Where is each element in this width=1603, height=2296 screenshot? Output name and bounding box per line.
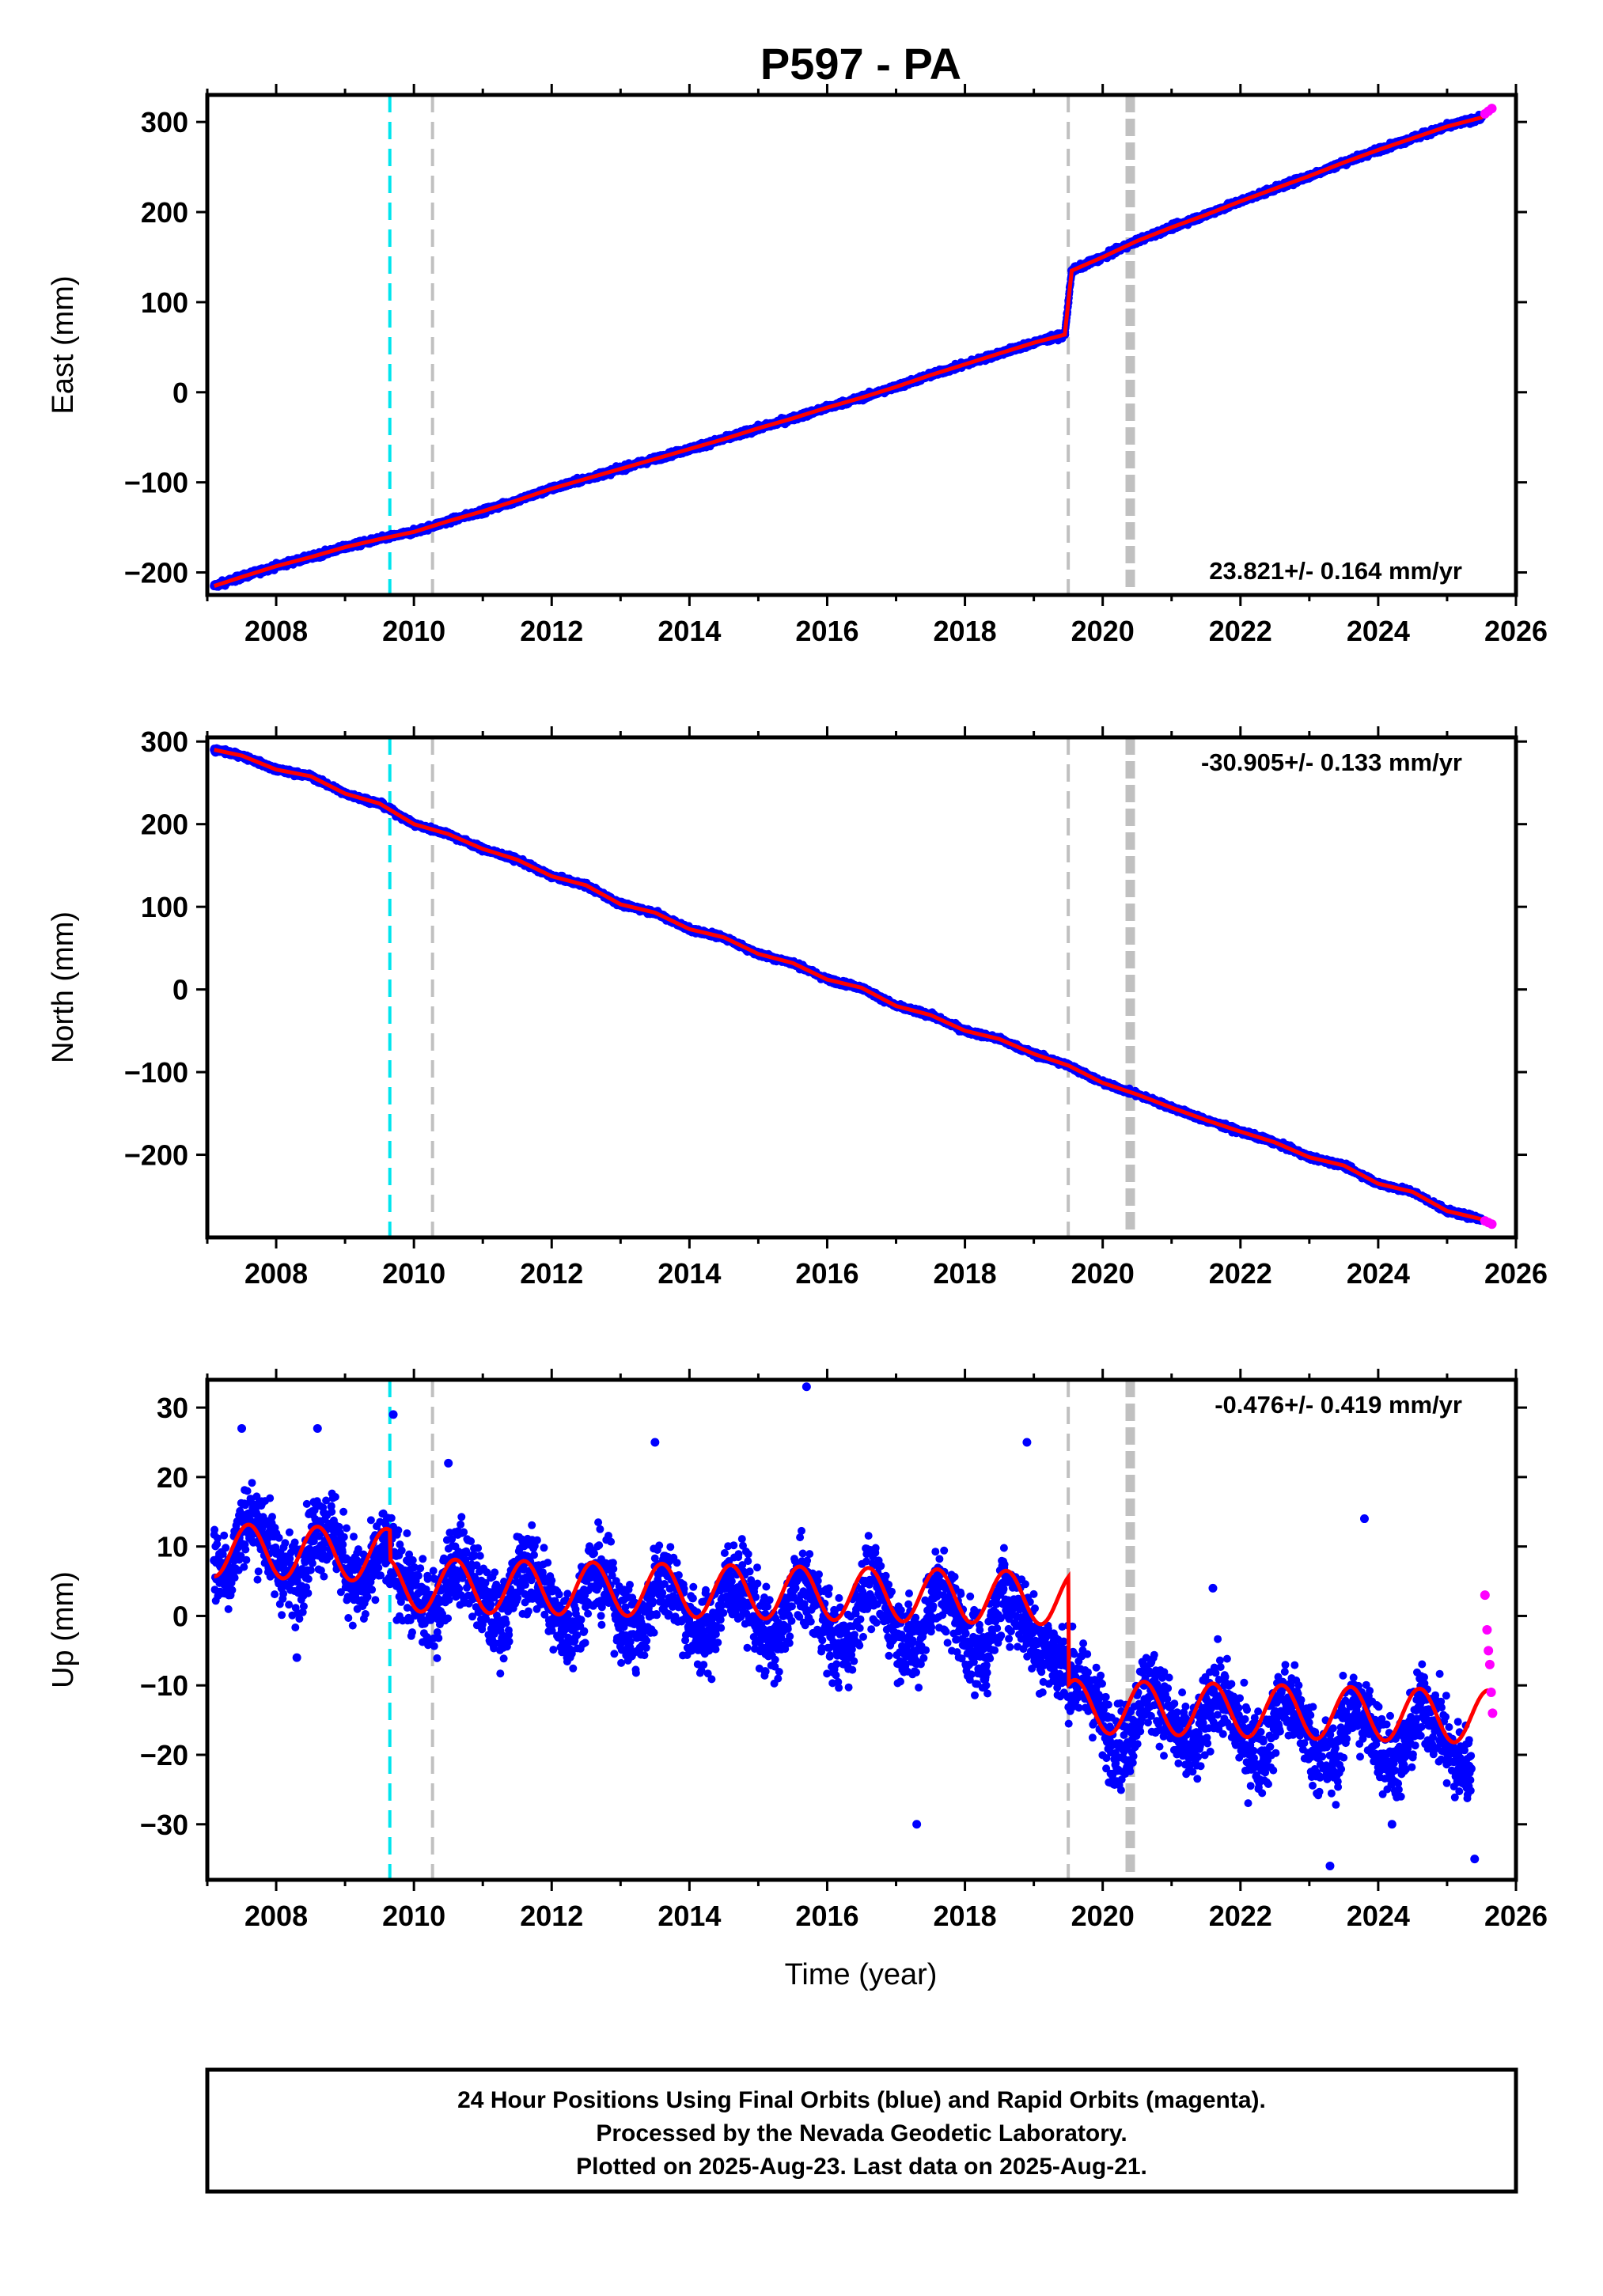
x-tick-label: 2010 [382,615,445,647]
model-fit-line [213,107,1494,588]
rapid-orbit-point [1487,104,1497,114]
x-tick-label: 2012 [520,615,583,647]
x-tick-label: 2020 [1071,615,1135,647]
y-tick-label: 0 [172,377,188,409]
y-tick-label: 200 [141,196,188,229]
x-tick-label: 2026 [1484,615,1548,647]
east-panel: −200 −100 0 100 200 300 2008 2010 2012 2014 2016 20… [47,84,1548,647]
x-tick-label: 2024 [1347,615,1410,647]
y-tick-label: −100 [124,467,188,499]
y-tick-label: 300 [141,106,188,138]
y-tick-label: 100 [141,286,188,319]
x-tick-label: 2008 [244,615,308,647]
x-tick-label: 2022 [1209,615,1272,647]
x-tick-label: 2014 [657,615,721,647]
chart-title: P597 - PA [760,39,961,89]
velocity-rate-label: 23.821+/- 0.164 mm/yr [1209,557,1462,585]
x-tick-label: 2018 [934,615,997,647]
x-tick-label: 2016 [795,615,858,647]
y-axis-label: East (mm) [47,275,80,414]
y-tick-label: −200 [124,557,188,589]
